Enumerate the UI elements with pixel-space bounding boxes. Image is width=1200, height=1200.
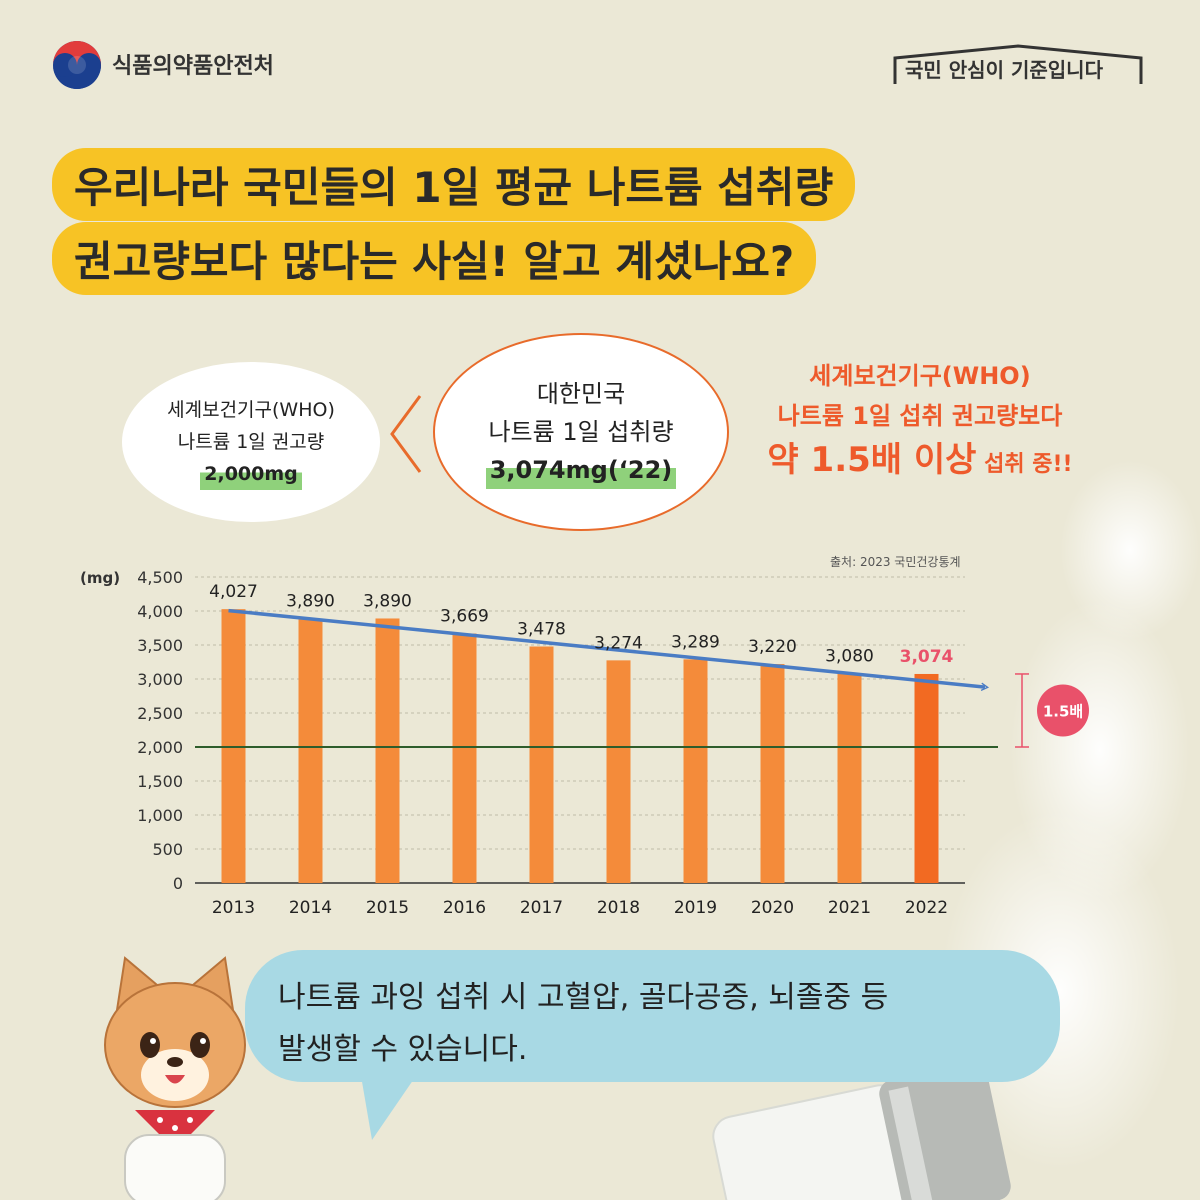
korea-value: 3,074mg(‘22) (485, 451, 677, 489)
x-tick-label: 2022 (905, 898, 948, 918)
statement-emphasis: 약 1.5배 이상 (767, 440, 977, 480)
government-emblem-icon (53, 41, 101, 89)
bar-value-label: 3,074 (900, 647, 954, 667)
ratio-badge-label: 1.5배 (1043, 702, 1083, 720)
slogan-frame (893, 44, 1143, 84)
slogan-bold: 안심 (948, 58, 986, 82)
statement-line2: 나트륨 1일 섭취 권고량보다 (777, 402, 1063, 430)
statement-line3: 약 1.5배 이상 섭취 중!! (740, 436, 1100, 489)
x-tick-label: 2013 (212, 898, 255, 918)
title-line-1: 우리나라 국민들의 1일 평균 나트륨 섭취량 (52, 148, 856, 221)
x-tick-label: 2018 (597, 898, 640, 918)
org-name: 식품의약품안전처 (112, 54, 274, 79)
x-tick-label: 2017 (520, 898, 563, 918)
bar (914, 673, 939, 883)
x-tick-label: 2019 (674, 898, 717, 918)
warning-line2: 발생할 수 있습니다. (278, 1032, 528, 1067)
who-value: 2,000mg (200, 458, 302, 490)
korea-line2: 나트륨 1일 섭취량 (488, 418, 674, 446)
bar (606, 660, 631, 883)
y-axis-unit-label: (mg) (80, 569, 120, 587)
statement-line1: 세계보건기구(WHO) (809, 362, 1031, 390)
y-tick-label: 0 (173, 874, 183, 893)
ratio-badge (1037, 684, 1089, 737)
y-tick-label: 1,500 (137, 772, 183, 791)
y-tick-label: 500 (152, 840, 183, 859)
slogan: 국민 안심이 기준입니다 (905, 54, 1103, 83)
y-tick-label: 3,500 (137, 636, 183, 655)
y-tick-label: 2,500 (137, 704, 183, 723)
trend-arrow (228, 608, 990, 691)
bar-value-label: 3,274 (594, 633, 643, 653)
who-recommendation-ellipse: 세계보건기구(WHO) 나트륨 1일 권고량 2,000mg (122, 362, 380, 522)
x-tick-label: 2021 (828, 898, 871, 918)
statement-suffix: 섭취 중!! (976, 452, 1073, 477)
dog-mascot-illustration (104, 956, 246, 1200)
title-line-2: 권고량보다 많다는 사실! 알고 계셨나요? (52, 222, 817, 295)
bar (375, 618, 400, 883)
y-tick-label: 3,000 (137, 670, 183, 689)
y-tick-label: 1,000 (137, 806, 183, 825)
x-tick-label: 2014 (289, 898, 332, 918)
speech-bubble (245, 950, 1060, 1082)
warning-line1: 나트륨 과잉 섭취 시 고혈압, 골다공증, 뇌졸중 등 (278, 980, 889, 1015)
health-warning-text: 나트륨 과잉 섭취 시 고혈압, 골다공증, 뇌졸중 등 발생할 수 있습니다. (278, 972, 888, 1076)
bar-value-label: 3,220 (748, 637, 797, 657)
y-tick-label: 4,500 (137, 568, 183, 587)
who-line2: 나트륨 1일 권고량 (177, 431, 325, 453)
bar-value-label: 3,890 (286, 591, 335, 611)
bar-value-label: 3,478 (517, 619, 566, 639)
salt-shaker-illustration (712, 1062, 1011, 1200)
korea-intake-ellipse: 대한민국 나트륨 1일 섭취량 3,074mg(‘22) (433, 333, 729, 531)
bar-value-label: 3,669 (440, 607, 489, 627)
slogan-part: 입니다 (1047, 58, 1103, 82)
x-tick-label: 2020 (751, 898, 794, 918)
y-tick-label: 2,000 (137, 738, 183, 757)
bar (683, 659, 708, 883)
bar (452, 633, 477, 883)
comparison-statement: 세계보건기구(WHO) 나트륨 1일 섭취 권고량보다 약 1.5배 이상 섭취… (740, 356, 1100, 489)
less-than-chevron-icon (390, 395, 422, 473)
bar (298, 618, 323, 883)
chart-source: 출처: 2023 국민건강통계 (830, 555, 961, 569)
salt-spill-illustration (940, 460, 1200, 1170)
bar (529, 646, 554, 883)
y-tick-label: 4,000 (137, 602, 183, 621)
bar-value-label: 3,890 (363, 591, 412, 611)
korea-line1: 대한민국 (536, 380, 626, 408)
speech-bubble-tail (360, 1070, 420, 1140)
slogan-bold: 기준 (1010, 58, 1048, 82)
bar (837, 673, 862, 883)
slogan-part: 국민 (905, 58, 949, 82)
bar (760, 664, 785, 883)
who-line1: 세계보건기구(WHO) (167, 399, 335, 421)
bar-value-label: 4,027 (209, 582, 258, 602)
sodium-intake-bar-chart: 0 500 1,000 1,500 2,000 2,500 3,000 3,500 4,000 4… (80, 568, 1089, 918)
bar-value-label: 3,080 (825, 647, 874, 667)
x-tick-label: 2016 (443, 898, 486, 918)
bar-value-label: 3,289 (671, 632, 720, 652)
slogan-part: 이 (985, 58, 1011, 82)
x-tick-label: 2015 (366, 898, 409, 918)
